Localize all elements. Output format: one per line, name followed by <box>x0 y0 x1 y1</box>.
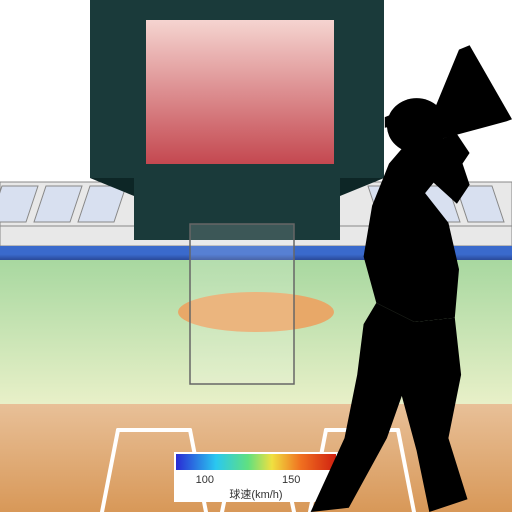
legend-label: 球速(km/h) <box>229 487 282 501</box>
speed-legend-bar <box>176 454 336 470</box>
scoreboard-screen <box>146 20 334 164</box>
pitch-location-diagram: 100 150球速(km/h) <box>0 0 512 512</box>
stage-svg: 100 150球速(km/h) <box>0 0 512 512</box>
legend-tick: 100 <box>196 474 214 486</box>
strike-zone <box>190 224 294 384</box>
legend-tick: 150 <box>282 474 300 486</box>
